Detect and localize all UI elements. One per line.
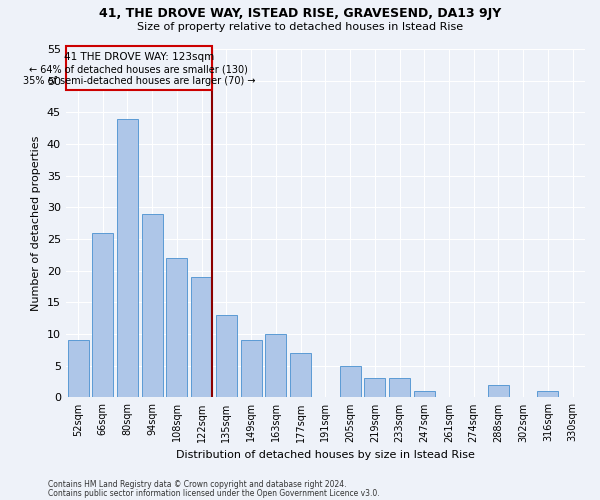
Bar bbox=[117, 118, 138, 398]
Bar bbox=[389, 378, 410, 398]
Bar bbox=[65, 46, 212, 90]
Bar bbox=[92, 232, 113, 398]
Text: 35% of semi-detached houses are larger (70) →: 35% of semi-detached houses are larger (… bbox=[23, 76, 255, 86]
Text: Size of property relative to detached houses in Istead Rise: Size of property relative to detached ho… bbox=[137, 22, 463, 32]
Bar bbox=[364, 378, 385, 398]
Bar bbox=[68, 340, 89, 398]
Text: Contains public sector information licensed under the Open Government Licence v3: Contains public sector information licen… bbox=[48, 488, 380, 498]
Bar bbox=[142, 214, 163, 398]
Bar bbox=[340, 366, 361, 398]
Bar bbox=[290, 353, 311, 398]
Y-axis label: Number of detached properties: Number of detached properties bbox=[31, 136, 41, 311]
Bar bbox=[414, 391, 435, 398]
Bar bbox=[216, 315, 237, 398]
Text: 41 THE DROVE WAY: 123sqm: 41 THE DROVE WAY: 123sqm bbox=[64, 52, 214, 62]
Bar bbox=[488, 385, 509, 398]
Text: 41, THE DROVE WAY, ISTEAD RISE, GRAVESEND, DA13 9JY: 41, THE DROVE WAY, ISTEAD RISE, GRAVESEN… bbox=[99, 8, 501, 20]
Bar bbox=[166, 258, 187, 398]
Bar bbox=[265, 334, 286, 398]
Text: ← 64% of detached houses are smaller (130): ← 64% of detached houses are smaller (13… bbox=[29, 65, 248, 75]
Bar bbox=[191, 277, 212, 398]
Bar bbox=[241, 340, 262, 398]
Bar bbox=[538, 391, 559, 398]
Text: Contains HM Land Registry data © Crown copyright and database right 2024.: Contains HM Land Registry data © Crown c… bbox=[48, 480, 347, 489]
X-axis label: Distribution of detached houses by size in Istead Rise: Distribution of detached houses by size … bbox=[176, 450, 475, 460]
